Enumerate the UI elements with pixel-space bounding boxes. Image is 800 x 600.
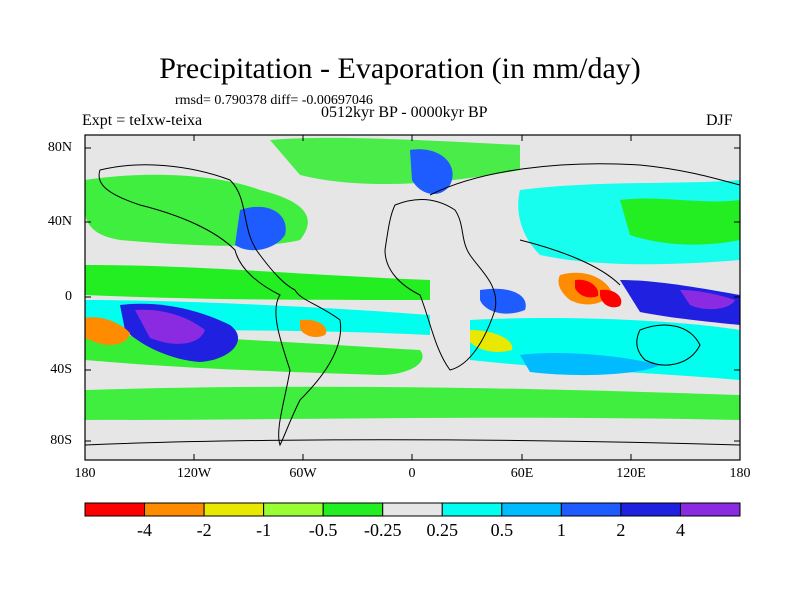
y-tick-label: 80S	[50, 433, 72, 448]
field-patch	[270, 137, 520, 185]
field-patch	[620, 198, 740, 245]
field-patch	[480, 288, 526, 314]
colorbar-label: 4	[675, 520, 685, 540]
field-patch	[235, 206, 286, 251]
colorbar-swatch	[84, 502, 146, 517]
map-title: Precipitation - Evaporation (in mm/day)	[159, 52, 641, 85]
colorbar-label: -4	[137, 520, 153, 540]
coastlines	[85, 163, 740, 447]
colorbar-swatch	[679, 502, 741, 517]
africa-eurasia-outline	[384, 199, 497, 371]
y-tick-label: 40N	[47, 214, 72, 229]
colorbar-swatch	[263, 502, 324, 517]
y-tick-marks	[85, 147, 740, 442]
colorbar-swatch	[441, 502, 503, 517]
colorbar-swatch	[144, 502, 205, 517]
y-tick-label: 0	[65, 289, 72, 304]
colorbar-swatch	[203, 502, 265, 517]
period-label: 0512kyr BP - 0000kyr BP	[321, 104, 488, 121]
y-tick-label: 80N	[47, 140, 72, 155]
x-tick-marks	[84, 135, 741, 460]
field-patch	[620, 280, 740, 325]
map-field	[85, 135, 740, 460]
field-patch	[85, 317, 130, 345]
colorbar	[84, 502, 741, 517]
x-tick-label: 60E	[510, 466, 534, 481]
y-tick-label: 40S	[50, 362, 72, 377]
field-patch	[520, 353, 660, 376]
experiment-label: Expt = teIxw-teixa	[82, 112, 203, 129]
colorbar-swatch	[560, 502, 622, 517]
colorbar-swatch	[382, 502, 443, 517]
colorbar-label: -2	[196, 520, 212, 540]
field-patch	[300, 319, 327, 338]
x-tick-label: 0	[408, 466, 416, 481]
field-patch	[85, 386, 740, 420]
x-tick-label: 180	[729, 466, 751, 481]
field-patch	[85, 265, 430, 300]
antarctica-outline	[85, 439, 740, 446]
field-patch	[410, 149, 453, 195]
field-patch	[680, 290, 735, 310]
colorbar-swatch	[620, 502, 681, 517]
field-patch	[575, 279, 599, 298]
colorbar-label: -0.5	[308, 520, 338, 540]
colorbar-label: 2	[616, 520, 626, 540]
stats-line: rmsd= 0.790378 diff= -0.00697046	[175, 93, 373, 108]
x-tick-label: 120W	[176, 466, 212, 481]
asia-australia-outline	[429, 163, 740, 366]
season-label: DJF	[706, 112, 733, 129]
colorbar-label: 0.25	[426, 520, 459, 540]
x-tick-label: 180	[74, 466, 96, 481]
colorbar-label: -1	[256, 520, 272, 540]
x-tick-label: 120E	[616, 466, 646, 481]
colorbar-label: 1	[556, 520, 566, 540]
colorbar-swatch	[322, 502, 384, 517]
colorbar-label: -0.25	[363, 520, 402, 540]
field-patch	[470, 330, 513, 353]
field-patch	[135, 309, 205, 344]
colorbar-label: 0.5	[490, 520, 514, 540]
colorbar-swatch	[501, 502, 562, 517]
americas-outline	[98, 164, 342, 447]
x-tick-label: 60W	[289, 466, 317, 481]
field-patch	[600, 289, 622, 308]
